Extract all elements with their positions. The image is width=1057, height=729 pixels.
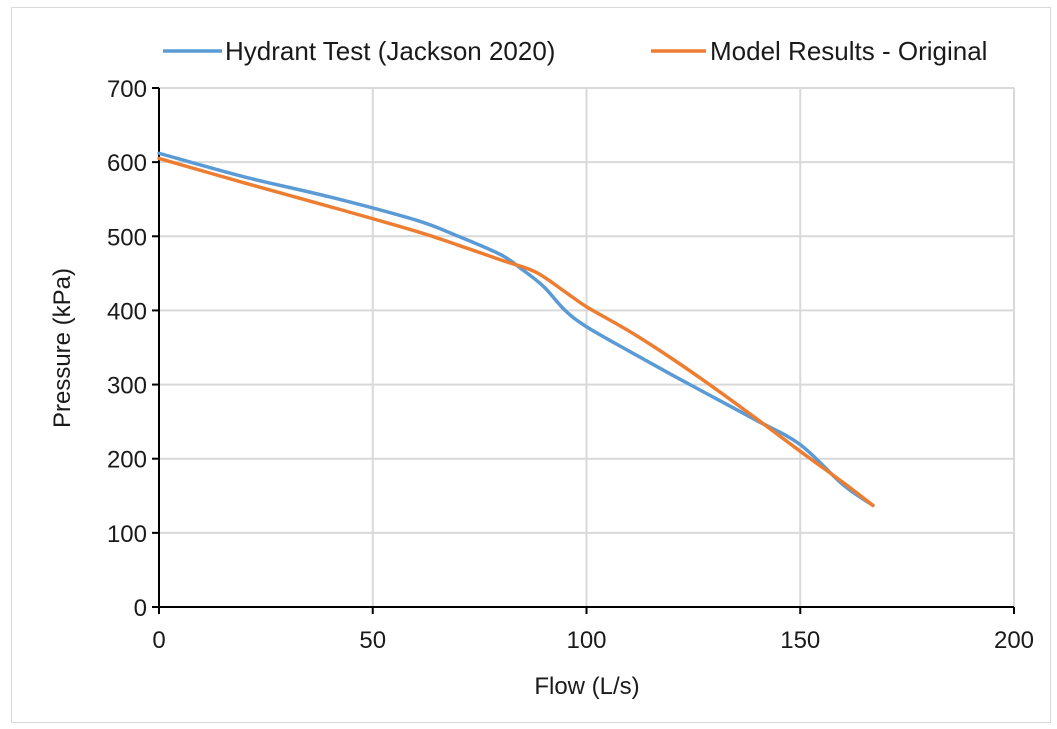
tick-labels: 0 100 200 300 400 500 600 700 0 50 100 150 200 — [107, 76, 1034, 654]
data-series — [157, 151, 875, 508]
y-axis-title: Pressure (kPa) — [49, 268, 76, 428]
y-tick-label-0: 0 — [134, 595, 147, 622]
y-tick-label-700: 700 — [107, 76, 147, 103]
x-tick-label-150: 150 — [780, 627, 820, 654]
x-axis-title: Flow (L/s) — [534, 673, 639, 700]
x-tick-label-100: 100 — [566, 627, 606, 654]
y-tick-label-200: 200 — [107, 447, 147, 474]
legend-label-1: Hydrant Test (Jackson 2020) — [225, 36, 555, 66]
y-tick-label-600: 600 — [107, 150, 147, 177]
x-tick-label-200: 200 — [994, 627, 1034, 654]
legend: Hydrant Test (Jackson 2020) Model Results… — [163, 36, 987, 66]
axes — [152, 87, 1015, 614]
y-tick-label-100: 100 — [107, 521, 147, 548]
y-tick-label-300: 300 — [107, 373, 147, 400]
x-tick-label-50: 50 — [359, 627, 386, 654]
chart-frame — [11, 7, 1051, 723]
y-tick-label-400: 400 — [107, 298, 147, 325]
series-line-2 — [157, 156, 875, 508]
series-line-1 — [157, 151, 875, 508]
gridlines — [159, 87, 1015, 607]
y-tick-label-500: 500 — [107, 224, 147, 251]
legend-label-2: Model Results - Original — [710, 36, 987, 66]
x-tick-label-0: 0 — [152, 627, 165, 654]
